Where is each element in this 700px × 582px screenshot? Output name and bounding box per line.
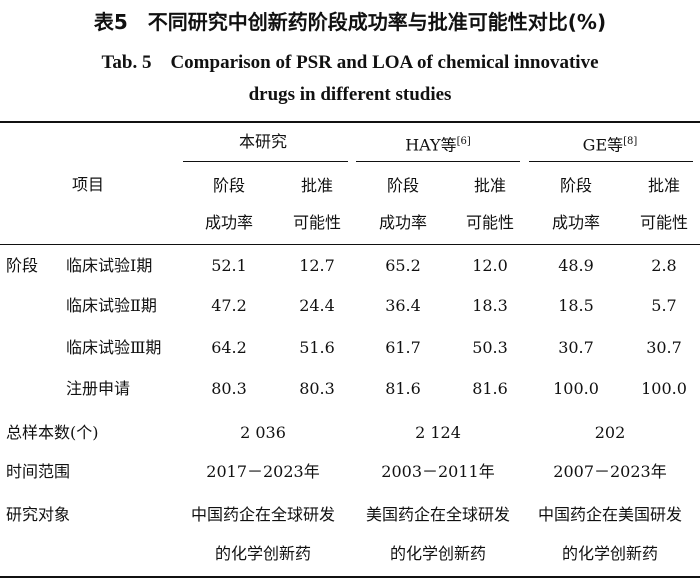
table-cell: 美国药企在全球研发 [365, 505, 511, 524]
sub-psr-3a: 阶段 [559, 176, 593, 195]
sub-loa-2b: 可能性 [465, 213, 515, 232]
row-label: 临床试验Ⅰ期 [66, 256, 153, 275]
table-title-en-line2: drugs in different studies [248, 84, 452, 105]
row-label: 临床试验Ⅲ期 [66, 338, 162, 357]
bottom-rule [0, 576, 700, 578]
table-cell: 的化学创新药 [214, 544, 312, 563]
table-cell: 30.7 [646, 338, 682, 357]
sub-loa-2a: 批准 [473, 176, 507, 195]
sub-loa-3b: 可能性 [639, 213, 689, 232]
table-cell: 2003－2011年 [381, 462, 495, 481]
stage-label: 阶段 [6, 256, 39, 275]
header-group-3: GE等[8] [582, 135, 638, 155]
table-cell: 48.9 [558, 256, 594, 275]
table-cell: 2 036 [240, 423, 286, 442]
table-cell: 81.6 [472, 379, 508, 398]
sub-psr-3b: 成功率 [551, 213, 601, 232]
table-cell: 30.7 [558, 338, 594, 357]
table-cell: 18.3 [472, 296, 508, 315]
header-group-2: HAY等[6] [405, 135, 471, 155]
header-rule [0, 244, 700, 245]
subject-label: 研究对象 [6, 505, 71, 524]
total-label: 总样本数(个) [6, 423, 99, 442]
table-cell: 2007－2023年 [553, 462, 667, 481]
table-cell: 的化学创新药 [561, 544, 659, 563]
row-label: 注册申请 [66, 379, 131, 398]
table-cell: 100.0 [553, 379, 599, 398]
sub-psr-1a: 阶段 [212, 176, 246, 195]
sub-psr-2a: 阶段 [386, 176, 420, 195]
table-cell: 81.6 [385, 379, 421, 398]
row-label: 临床试验Ⅱ期 [66, 296, 157, 315]
sub-psr-1b: 成功率 [204, 213, 254, 232]
table-cell: 2017－2023年 [206, 462, 320, 481]
table-cell: 64.2 [211, 338, 247, 357]
sub-loa-1a: 批准 [300, 176, 334, 195]
table-cell: 47.2 [211, 296, 247, 315]
table-cell: 的化学创新药 [389, 544, 487, 563]
table-cell: 52.1 [211, 256, 247, 275]
table-cell: 2.8 [651, 256, 677, 275]
group-underline-2 [356, 161, 520, 162]
table-cell: 61.7 [385, 338, 421, 357]
header-group-1: 本研究 [238, 132, 288, 151]
table-cell: 5.7 [651, 296, 677, 315]
table-title-cn: 表5 不同研究中创新药阶段成功率与批准可能性对比(%) [93, 10, 607, 34]
table-cell: 36.4 [385, 296, 421, 315]
sub-loa-1b: 可能性 [292, 213, 342, 232]
table-cell: 2 124 [415, 423, 461, 442]
table-cell: 65.2 [385, 256, 421, 275]
table-cell: 80.3 [299, 379, 335, 398]
table-cell: 202 [594, 423, 626, 442]
group-underline-1 [183, 161, 348, 162]
sub-loa-3a: 批准 [647, 176, 681, 195]
header-item: 项目 [71, 175, 105, 194]
table-title-en-line1: Tab. 5 Comparison of PSR and LOA of chem… [101, 52, 599, 73]
table-cell: 中国药企在美国研发 [537, 505, 683, 524]
top-rule [0, 121, 700, 123]
sub-psr-2b: 成功率 [378, 213, 428, 232]
table-cell: 18.5 [558, 296, 594, 315]
table-cell: 51.6 [299, 338, 335, 357]
table-cell: 12.7 [299, 256, 335, 275]
period-label: 时间范围 [6, 462, 71, 481]
table-cell: 80.3 [211, 379, 247, 398]
table-cell: 12.0 [472, 256, 508, 275]
table-cell: 24.4 [299, 296, 335, 315]
table-cell: 50.3 [472, 338, 508, 357]
table-cell: 中国药企在全球研发 [190, 505, 336, 524]
group-underline-3 [529, 161, 693, 162]
table-cell: 100.0 [641, 379, 687, 398]
